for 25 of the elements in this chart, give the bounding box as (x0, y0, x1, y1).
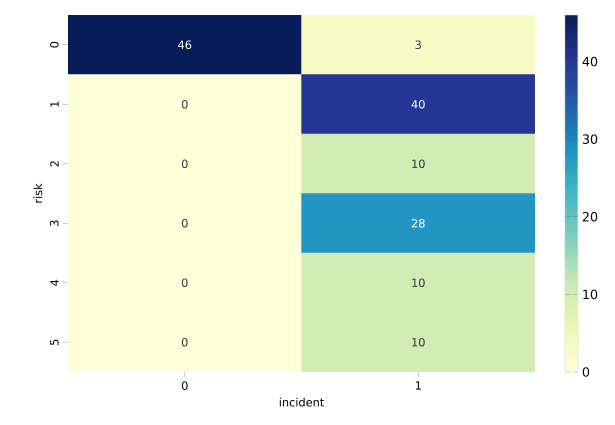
y-tick-label: 5 (50, 340, 59, 345)
data-label: 28 (412, 218, 425, 228)
data-label: 0 (182, 278, 188, 288)
color-bar-label: 30 (582, 134, 598, 144)
y-tick-label: 4 (50, 280, 59, 286)
y-axis-title: risk (33, 183, 42, 203)
data-label: 10 (412, 278, 425, 288)
color-bar-label: 20 (582, 212, 598, 222)
y-tick-label: 1 (50, 102, 59, 107)
data-label: 0 (182, 100, 188, 109)
data-label: 10 (412, 159, 425, 168)
y-tick-label: 2 (50, 161, 59, 167)
color-bar-label: 40 (582, 56, 598, 66)
y-tick-label: 0 (50, 42, 59, 48)
data-label: 46 (178, 40, 192, 50)
data-label: 0 (182, 159, 188, 168)
data-label: 3 (415, 40, 421, 50)
data-label: 0 (182, 338, 188, 347)
x-axis-title: incident (280, 398, 324, 407)
y-tick-label: 3 (50, 220, 59, 226)
color-bar-label: 10 (583, 290, 598, 300)
color-bar-label: 0 (582, 367, 590, 377)
data-label: 10 (412, 338, 425, 347)
data-label: 40 (412, 100, 425, 109)
data-label: 0 (182, 218, 188, 228)
